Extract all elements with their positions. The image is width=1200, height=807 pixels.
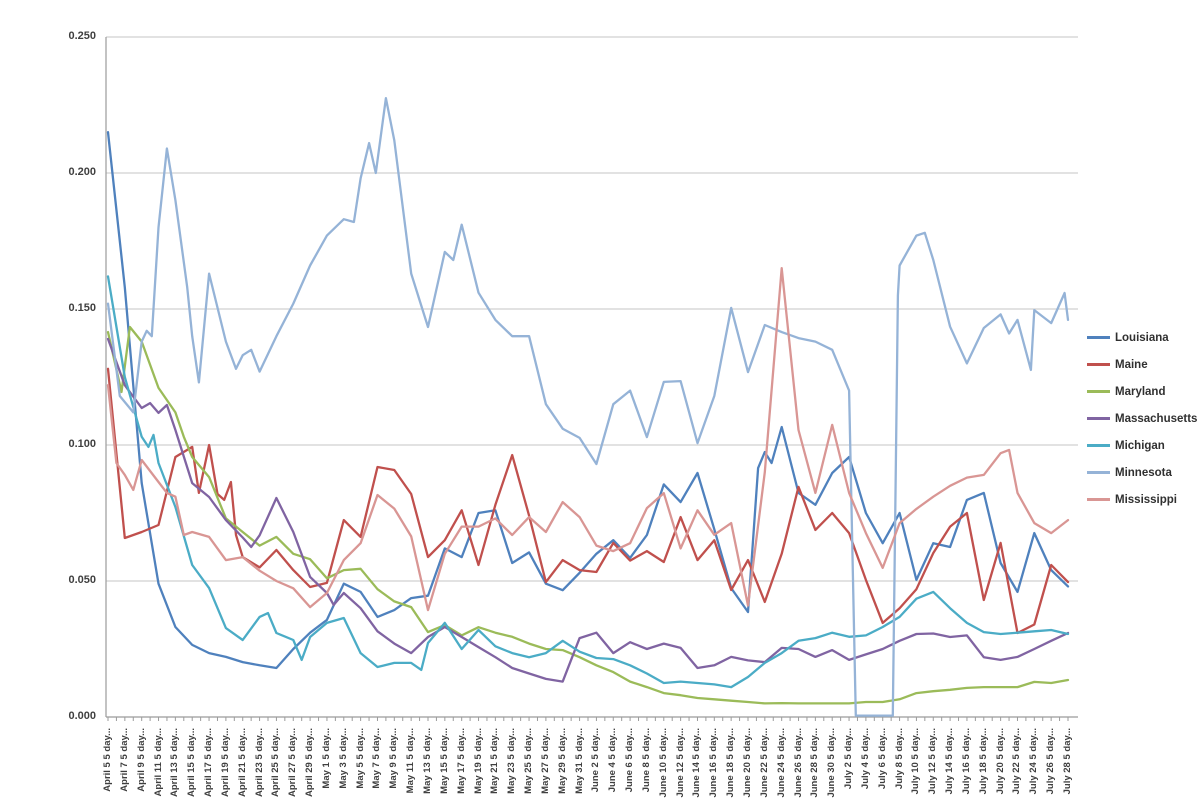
line-mississippi <box>106 267 1070 612</box>
y-axis-label: 0.050 <box>68 574 96 586</box>
legend-swatch-michigan <box>1087 444 1110 447</box>
line-maryland <box>106 325 1070 705</box>
legend-swatch-maine <box>1087 363 1110 366</box>
legend-label: Louisiana <box>1115 331 1169 344</box>
line-louisiana <box>106 131 1070 670</box>
line-massachusetts <box>106 337 1070 683</box>
y-axis-label: 0.150 <box>68 302 96 314</box>
line-maine <box>106 367 1070 635</box>
legend-swatch-mississippi <box>1087 498 1110 501</box>
legend-label: Minnesota <box>1115 466 1172 479</box>
y-axis-label: 0.100 <box>68 438 96 450</box>
line-michigan <box>106 275 1070 689</box>
legend-item-maine: Maine <box>1087 351 1197 378</box>
legend-label: Mississippi <box>1115 493 1177 506</box>
legend-item-massachusetts: Massachusetts <box>1087 405 1197 432</box>
legend-item-michigan: Michigan <box>1087 432 1197 459</box>
y-axis-label: 0.200 <box>68 166 96 178</box>
legend-item-minnesota: Minnesota <box>1087 459 1197 486</box>
legend-label: Maine <box>1115 358 1148 371</box>
legend-item-louisiana: Louisiana <box>1087 324 1197 351</box>
y-axis-label: 0.000 <box>68 710 96 722</box>
legend-item-mississippi: Mississippi <box>1087 486 1197 513</box>
legend-item-maryland: Maryland <box>1087 378 1197 405</box>
legend-swatch-maryland <box>1087 390 1110 393</box>
legend-label: Michigan <box>1115 439 1165 452</box>
legend-swatch-massachusetts <box>1087 417 1110 420</box>
line-minnesota <box>106 97 1070 717</box>
legend-label: Massachusetts <box>1115 412 1198 425</box>
legend-swatch-louisiana <box>1087 336 1110 339</box>
legend: Louisiana Maine Maryland Massachusetts Michi… <box>1087 324 1197 513</box>
y-axis-label: 0.250 <box>68 30 96 42</box>
legend-label: Maryland <box>1115 385 1166 398</box>
legend-swatch-minnesota <box>1087 471 1110 474</box>
